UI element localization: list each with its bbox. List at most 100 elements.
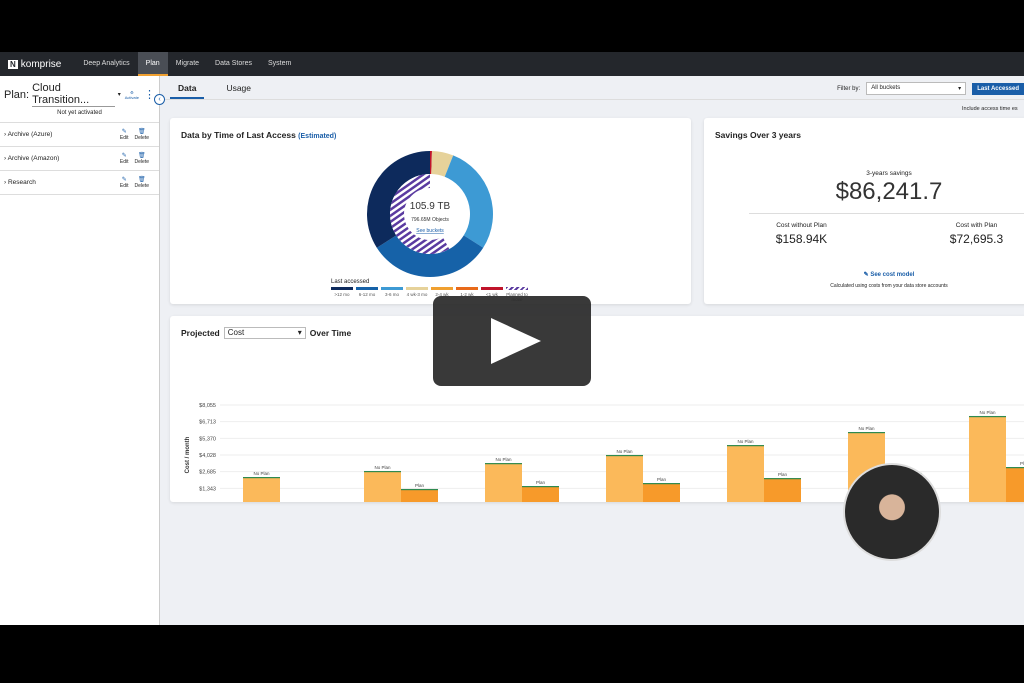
plan-status: Not yet activated (0, 107, 159, 123)
legend-item[interactable]: 3-6 mo (381, 287, 403, 302)
activate-button[interactable]: ⚙ Activate (124, 89, 139, 100)
collapse-sidebar-button[interactable]: ‹ (154, 94, 165, 105)
legend-item[interactable]: 2-4 wk (431, 287, 453, 302)
delete-button[interactable]: 🗑 Delete (135, 152, 149, 165)
metric-select[interactable]: Cost ▾ (223, 327, 306, 339)
play-icon (491, 318, 541, 364)
bucket-filter-select[interactable]: All buckets ▾ (866, 82, 967, 95)
bar-plan[interactable] (643, 483, 680, 502)
legend-item[interactable]: 1-2 wk (456, 287, 478, 302)
bar-cap (643, 483, 680, 485)
legend-item[interactable]: <1 wk (481, 287, 503, 302)
delete-button[interactable]: 🗑 Delete (135, 176, 149, 189)
legend-title: Last accessed (331, 279, 370, 285)
donut-slice->12 mo[interactable] (367, 151, 430, 248)
bar-cap (606, 454, 643, 457)
bar-data-label: No Plan (616, 449, 633, 454)
activate-label: Activate (124, 94, 139, 100)
edit-icon: ✎ (121, 153, 127, 159)
legend-item[interactable]: 4 wk-3 mo (406, 287, 428, 302)
filter-value: All buckets (871, 85, 901, 91)
bar-no-plan[interactable] (727, 445, 764, 502)
y-tick-label: $1,343 (199, 486, 216, 492)
bar-data-label: Plan (657, 477, 667, 482)
bar-no-plan[interactable] (364, 470, 401, 502)
savings-label: 3-years savings (866, 170, 912, 177)
legend-item[interactable]: >12 mo (331, 287, 353, 302)
sidebar-item-archive-amazon[interactable]: › Archive (Amazon) ✎ Edit 🗑 Delete (0, 147, 159, 171)
tab-usage[interactable]: Usage (226, 83, 252, 93)
plan-select[interactable]: Cloud Transition... (32, 82, 115, 107)
chevron-down-icon[interactable]: ▾ (117, 92, 121, 98)
access-donut-chart: 105.9 TB 796.65M Objects See buckets (367, 151, 493, 277)
edit-label: Edit (119, 159, 129, 165)
donut-slice-3-6 mo[interactable] (444, 155, 493, 248)
access-legend: Last accessed >12 mo 6-12 mo 3-6 mo 4 wk-3 … (331, 279, 528, 302)
cost-without-value: $158.94K (775, 232, 828, 246)
bar-plan[interactable] (1006, 467, 1024, 502)
projected-prefix: Projected (181, 328, 220, 338)
nav-system[interactable]: System (268, 60, 292, 67)
bar-plan[interactable] (401, 488, 438, 502)
presenter-webcam (843, 463, 941, 561)
bar-no-plan[interactable] (485, 463, 522, 502)
edit-button[interactable]: ✎ Edit (120, 152, 129, 165)
legend-label: 4 wk-3 mo (406, 292, 428, 297)
bar-no-plan[interactable] (969, 415, 1006, 502)
bar-data-label: No Plan (979, 410, 996, 415)
delete-button[interactable]: 🗑 Delete (135, 128, 149, 141)
legend-label: 3-6 mo (384, 292, 399, 297)
donut-slice-4 wk-3 mo[interactable] (431, 151, 454, 177)
sidebar-item-archive-azure[interactable]: › Archive (Azure) ✎ Edit 🗑 Delete (0, 123, 159, 147)
tabs: Data Usage (170, 80, 259, 99)
chevron-down-icon: ▾ (297, 328, 302, 337)
bar-no-plan[interactable] (243, 477, 280, 502)
sidebar-item-research[interactable]: › Research ✎ Edit 🗑 Delete (0, 171, 159, 195)
video-play-button[interactable] (433, 296, 591, 386)
y-tick-label: $2,685 (199, 470, 216, 476)
chevron-right-icon: › (4, 179, 7, 186)
bar-plan[interactable] (522, 486, 559, 502)
nav-data-stores[interactable]: Data Stores (215, 60, 252, 67)
edit-label: Edit (119, 183, 129, 189)
bar-cap (522, 486, 559, 488)
metric-value: Cost (227, 328, 245, 337)
item-label: Archive (Amazon) (7, 155, 60, 162)
edit-label: Edit (119, 135, 129, 141)
legend-label: 6-12 mo (358, 292, 376, 297)
donut-slice-<1 wk[interactable] (430, 151, 432, 175)
more-menu-icon[interactable]: ⋮ (144, 89, 155, 101)
bar-cap (485, 463, 522, 465)
last-accessed-button[interactable]: Last Accessed (972, 82, 1024, 95)
savings-note: Calculated using costs from your data st… (830, 283, 948, 289)
y-tick-label: $4,028 (199, 453, 216, 459)
tab-data[interactable]: Data (170, 80, 205, 99)
bar-plan[interactable] (764, 478, 801, 502)
bar-no-plan[interactable] (606, 454, 643, 502)
bar-cap (727, 445, 764, 447)
legend-item[interactable]: 6-12 mo (356, 287, 378, 302)
donut-slice-planned[interactable] (390, 174, 450, 255)
y-tick-label: $6,713 (199, 420, 216, 426)
nav-plan[interactable]: Plan (137, 52, 168, 76)
edit-button[interactable]: ✎ Edit (120, 128, 129, 141)
bar-cap (401, 488, 438, 491)
edit-button[interactable]: ✎ Edit (120, 176, 129, 189)
donut-slice-6-12 mo[interactable] (376, 235, 484, 277)
see-buckets-link[interactable]: See buckets (416, 228, 444, 234)
divider (165, 99, 1024, 100)
sidebar: Plan: Cloud Transition... ▾ ⚙ Activate ⋮ … (0, 76, 160, 625)
see-cost-model-link[interactable]: ✎ See cost model (804, 271, 974, 278)
nav-deep-analytics[interactable]: Deep Analytics (83, 60, 130, 67)
item-label: Research (7, 179, 36, 186)
card-title: Data by Time of Last Access (181, 130, 296, 140)
include-access-time-option[interactable]: Include access time es (962, 106, 1018, 112)
delete-label: Delete (134, 183, 149, 189)
bar-data-label: No Plan (374, 465, 391, 470)
filter-label: Filter by: (837, 85, 861, 92)
bar-data-label: Plan (415, 483, 425, 488)
y-tick-label: $5,370 (199, 436, 216, 442)
nav-migrate[interactable]: Migrate (175, 60, 200, 67)
